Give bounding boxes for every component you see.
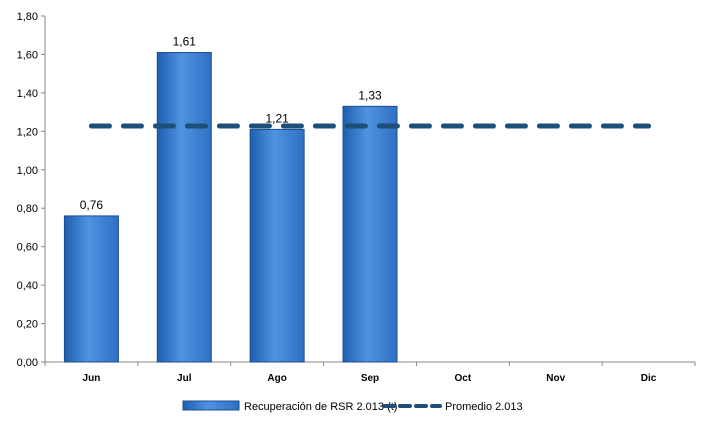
x-tick-label: Jun bbox=[83, 373, 101, 384]
y-tick-label: 1,40 bbox=[17, 88, 38, 100]
legend-label-line: Promedio 2.013 bbox=[445, 401, 523, 413]
y-tick-label: 0,20 bbox=[17, 319, 38, 331]
x-tick-label: Nov bbox=[546, 373, 565, 384]
data-labels: 0,76 1,61 1,21 1,33 bbox=[80, 35, 382, 212]
y-tick-label: 0,60 bbox=[17, 242, 38, 254]
x-tick-label: Sep bbox=[361, 373, 379, 384]
bar bbox=[342, 105, 398, 363]
x-tick-label: Jul bbox=[177, 373, 192, 384]
y-tick-label: 1,60 bbox=[17, 49, 38, 61]
bar bbox=[63, 215, 119, 363]
bars bbox=[63, 52, 398, 363]
legend-swatch-bar bbox=[182, 400, 240, 411]
bar-data-label: 1,33 bbox=[358, 88, 382, 102]
bar-data-label: 0,76 bbox=[80, 198, 104, 212]
bar-data-label: 1,61 bbox=[173, 35, 197, 49]
x-tick-label: Dic bbox=[641, 373, 657, 384]
y-tick-label: 1,20 bbox=[17, 126, 38, 138]
x-tick-label: Ago bbox=[267, 373, 286, 384]
y-tick-label: 1,00 bbox=[17, 165, 38, 177]
y-tick-label: 1,80 bbox=[17, 11, 38, 23]
y-tick-label: 0,80 bbox=[17, 203, 38, 215]
bar-data-label: 1,21 bbox=[265, 111, 289, 125]
axes: 0,00 0,20 0,40 0,60 0,80 1,00 1,20 1,40 1,60 1,80… bbox=[17, 11, 696, 384]
legend-label-bar: Recuperación de RSR 2.013 (t) bbox=[244, 401, 397, 413]
y-tick-label: 0,00 bbox=[17, 357, 38, 369]
bar bbox=[156, 52, 212, 363]
x-tick-label: Oct bbox=[455, 373, 472, 384]
bar bbox=[249, 128, 305, 363]
legend: Recuperación de RSR 2.013 (t) Promedio 2.… bbox=[182, 400, 523, 413]
y-tick-label: 0,40 bbox=[17, 280, 38, 292]
